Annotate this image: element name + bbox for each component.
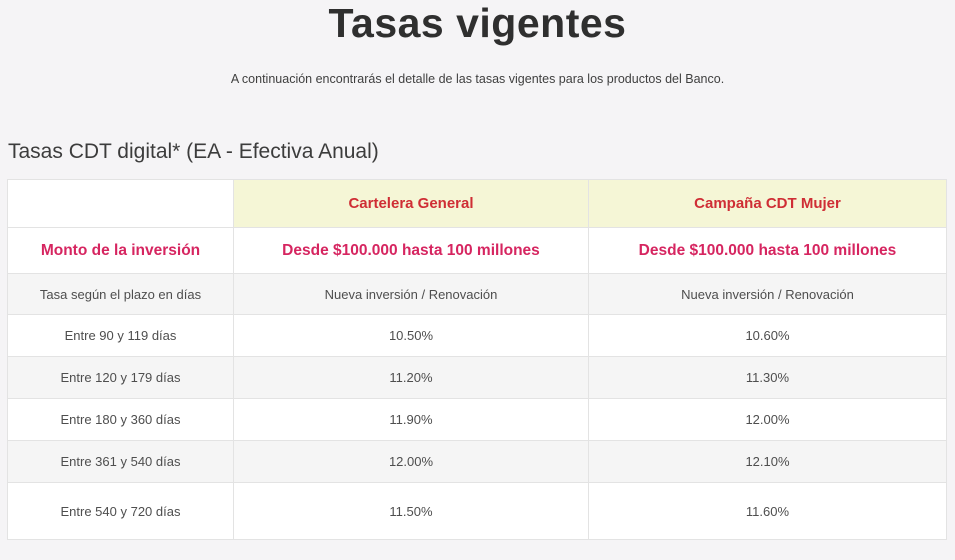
table-row: Entre 180 y 360 días 11.90% 12.00% (7, 398, 947, 441)
monto-cartelera-value: Desde $100.000 hasta 100 millones (233, 227, 589, 274)
rate-cartelera: 10.50% (233, 314, 589, 357)
column-header-cartelera-general: Cartelera General (233, 179, 589, 228)
page-title: Tasas vigentes (328, 0, 627, 46)
table-row: Entre 120 y 179 días 11.20% 11.30% (7, 356, 947, 399)
plazo-subheader-label: Tasa según el plazo en días (7, 273, 234, 315)
rate-cartelera: 11.50% (233, 482, 589, 540)
plazo-label: Entre 90 y 119 días (7, 314, 234, 357)
rate-cartelera: 12.00% (233, 440, 589, 483)
rate-campana: 12.10% (588, 440, 947, 483)
rate-campana: 11.60% (588, 482, 947, 540)
plazo-label: Entre 120 y 179 días (7, 356, 234, 399)
header-blank-cell (7, 179, 234, 228)
table-row: Entre 540 y 720 días 11.50% 11.60% (7, 482, 947, 540)
plazo-subheader-row: Tasa según el plazo en días Nueva invers… (7, 273, 947, 315)
column-header-campana-cdt-mujer: Campaña CDT Mujer (588, 179, 947, 228)
rate-campana: 10.60% (588, 314, 947, 357)
plazo-label: Entre 540 y 720 días (7, 482, 234, 540)
plazo-label: Entre 180 y 360 días (7, 398, 234, 441)
section-heading: Tasas CDT digital* (EA - Efectiva Anual) (8, 140, 379, 163)
rate-campana: 12.00% (588, 398, 947, 441)
rate-campana: 11.30% (588, 356, 947, 399)
monto-campana-value: Desde $100.000 hasta 100 millones (588, 227, 947, 274)
rate-cartelera: 11.20% (233, 356, 589, 399)
plazo-label: Entre 361 y 540 días (7, 440, 234, 483)
rate-cartelera: 11.90% (233, 398, 589, 441)
monto-row-label: Monto de la inversión (7, 227, 234, 274)
rates-table: Cartelera General Campaña CDT Mujer Mont… (7, 179, 947, 540)
table-header-row: Cartelera General Campaña CDT Mujer (7, 179, 947, 228)
table-row: Entre 90 y 119 días 10.50% 10.60% (7, 314, 947, 357)
page-subtitle: A continuación encontrarás el detalle de… (230, 72, 725, 86)
table-row: Entre 361 y 540 días 12.00% 12.10% (7, 440, 947, 483)
monto-inversion-row: Monto de la inversión Desde $100.000 has… (7, 227, 947, 274)
plazo-cartelera-subheader: Nueva inversión / Renovación (233, 273, 589, 315)
plazo-campana-subheader: Nueva inversión / Renovación (588, 273, 947, 315)
